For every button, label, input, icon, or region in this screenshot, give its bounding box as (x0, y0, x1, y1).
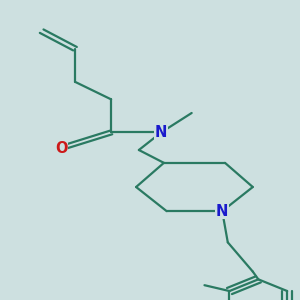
Text: O: O (55, 141, 68, 156)
Text: N: N (155, 125, 167, 140)
Text: N: N (216, 204, 228, 219)
